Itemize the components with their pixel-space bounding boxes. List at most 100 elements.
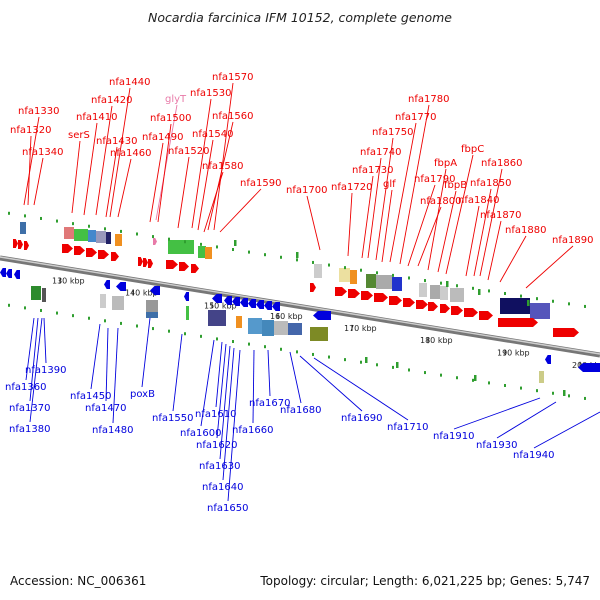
label-leader (213, 82, 234, 231)
gene-product-box (146, 312, 158, 318)
forward-gene-label: nfa1330 (18, 106, 59, 117)
label-leader (109, 87, 131, 218)
gene-product-box (64, 227, 74, 239)
label-leader (496, 401, 557, 439)
forward-gene-arrow (348, 289, 360, 298)
reverse-gene-arrow (212, 294, 222, 303)
gene-product-box (350, 270, 357, 284)
map-title: Nocardia farcinica IFM 10152, complete g… (148, 10, 452, 25)
scale-tick-label: 170 kbp (344, 324, 377, 333)
forward-gene-label: nfa1850 (470, 178, 511, 189)
track-dash (472, 378, 474, 382)
track-dash (312, 352, 314, 356)
forward-gene-label: nfa1420 (91, 95, 132, 106)
gene-product-box (314, 264, 322, 278)
reverse-gene-label: poxB (130, 389, 155, 400)
label-leader (465, 205, 480, 277)
reverse-gene-label: nfa1660 (232, 425, 273, 436)
label-leader (149, 142, 164, 223)
forward-gene-label: nfa1340 (22, 147, 63, 158)
gene-labels: nfa1330 nfa1320 nfa1340 serS nfa1410 nfa1420 n… (5, 72, 593, 514)
forward-gene-arrow (143, 258, 148, 267)
reverse-gene-label: nfa1370 (9, 403, 50, 414)
track-dash (504, 383, 506, 387)
reverse-gene-label: nfa1650 (207, 503, 248, 514)
forward-gene-label: nfa1870 (480, 210, 521, 221)
track-dash (408, 276, 410, 280)
track-dash (216, 245, 218, 249)
reverse-gene-label: nfa1450 (70, 391, 111, 402)
forward-gene-arrow (166, 260, 178, 269)
track-dash (552, 391, 554, 395)
gene-product-box (112, 296, 124, 310)
forward-gene-label: nfa1890 (552, 235, 593, 246)
forward-gene-arrow (335, 287, 347, 296)
forward-gene-label: nfa1430 (96, 136, 137, 147)
track-dash (40, 216, 42, 220)
forward-gene-label: nfa1560 (212, 111, 253, 122)
track-dash (264, 345, 266, 349)
label-leader (499, 235, 527, 283)
forward-gene-arrow (18, 240, 23, 249)
track-marker (563, 390, 566, 396)
gene-product-box (430, 285, 440, 299)
forward-gene-arrow (374, 293, 388, 302)
reverse-gene-label: nfa1360 (5, 382, 46, 393)
track-dash (24, 306, 26, 310)
track-dash (520, 386, 522, 390)
forward-gene-arrow (553, 328, 579, 337)
reverse-gene-label: nfa1940 (513, 450, 554, 461)
track-dash (552, 299, 554, 303)
gene-product-box (100, 294, 106, 308)
forward-gene-arrow (111, 252, 119, 261)
reverse-gene-label: nfa1930 (476, 440, 517, 451)
forward-gene-arrow (403, 298, 415, 307)
label-leader (177, 156, 190, 229)
scale-tick-label: 190 kbp (497, 349, 530, 358)
track-dash (568, 394, 570, 398)
label-leader (200, 339, 215, 427)
forward-gene-label: nfa1590 (240, 178, 281, 189)
label-leader (43, 317, 47, 364)
forward-gene-label: nfa1540 (192, 129, 233, 140)
gene-product-box (310, 327, 328, 341)
track-dash (216, 337, 218, 341)
forward-gene-label: nfa1490 (142, 132, 183, 143)
track-dash (248, 250, 250, 254)
label-leader (203, 171, 224, 233)
label-leader (473, 188, 492, 277)
track-dash (104, 227, 106, 231)
gene-product-box (168, 240, 194, 254)
track-dash (8, 211, 10, 215)
gene-product-box (248, 318, 262, 334)
reverse-gene-label: nfa1680 (280, 405, 321, 416)
label-leader (437, 190, 457, 273)
forward-gene-label: serS (68, 130, 90, 141)
label-leader (427, 168, 447, 271)
track-dash (360, 360, 362, 364)
label-leader (252, 349, 255, 424)
gene-product-box (274, 321, 288, 335)
reverse-gene-label: nfa1600 (180, 428, 221, 439)
forward-gene-arrow (440, 304, 450, 313)
track-dash (584, 304, 586, 308)
reverse-gene-arrow (14, 270, 20, 279)
track-dash (520, 294, 522, 298)
track-dash (200, 242, 202, 246)
label-leader (90, 323, 101, 390)
forward-gene-label: fbpB (444, 180, 467, 191)
label-leader (105, 146, 118, 218)
label-leader (207, 121, 234, 231)
forward-gene-label: nfa1320 (10, 125, 51, 136)
forward-gene-label: nfa1740 (360, 147, 401, 158)
track-dash (232, 248, 234, 252)
track-dash (296, 258, 298, 262)
track-dash (40, 308, 42, 312)
track-dash (392, 273, 394, 277)
reverse-gene-label: nfa1620 (196, 440, 237, 451)
forward-gene-arrow (479, 311, 493, 320)
gene-product-box (208, 310, 226, 326)
forward-gene-arrow (138, 257, 143, 266)
forward-gene-arrow (13, 239, 18, 248)
